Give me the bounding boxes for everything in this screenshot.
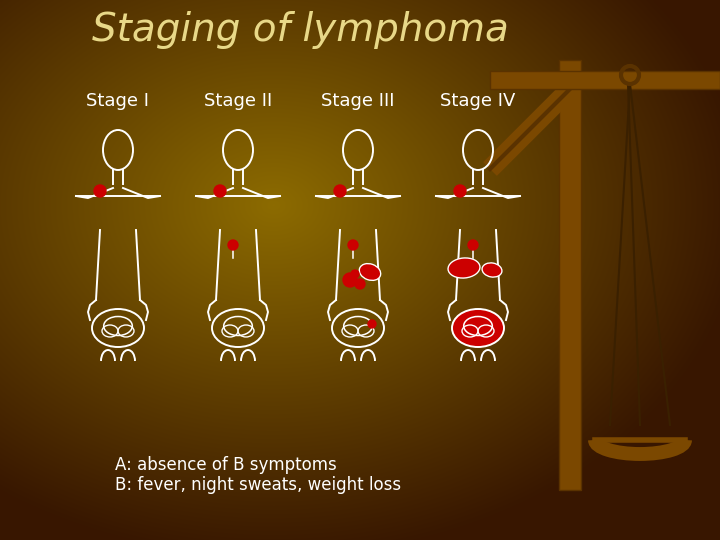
- Text: B: fever, night sweats, weight loss: B: fever, night sweats, weight loss: [115, 476, 401, 494]
- Text: Stage IV: Stage IV: [441, 92, 516, 110]
- Circle shape: [355, 279, 365, 289]
- Text: A: absence of B symptoms: A: absence of B symptoms: [115, 456, 337, 474]
- Circle shape: [94, 185, 106, 197]
- Text: Stage I: Stage I: [86, 92, 150, 110]
- Circle shape: [454, 185, 466, 197]
- Circle shape: [348, 240, 358, 250]
- Circle shape: [343, 273, 357, 287]
- Text: Stage II: Stage II: [204, 92, 272, 110]
- Ellipse shape: [448, 258, 480, 278]
- Text: Stage III: Stage III: [321, 92, 395, 110]
- Ellipse shape: [482, 263, 502, 277]
- Ellipse shape: [452, 309, 504, 347]
- Circle shape: [334, 185, 346, 197]
- Bar: [490, 71, 720, 89]
- Circle shape: [468, 240, 478, 250]
- Circle shape: [351, 270, 359, 278]
- Ellipse shape: [359, 264, 381, 280]
- Circle shape: [368, 320, 376, 328]
- Text: Staging of lymphoma: Staging of lymphoma: [91, 11, 508, 49]
- Circle shape: [214, 185, 226, 197]
- Bar: [559, 60, 581, 490]
- Circle shape: [228, 240, 238, 250]
